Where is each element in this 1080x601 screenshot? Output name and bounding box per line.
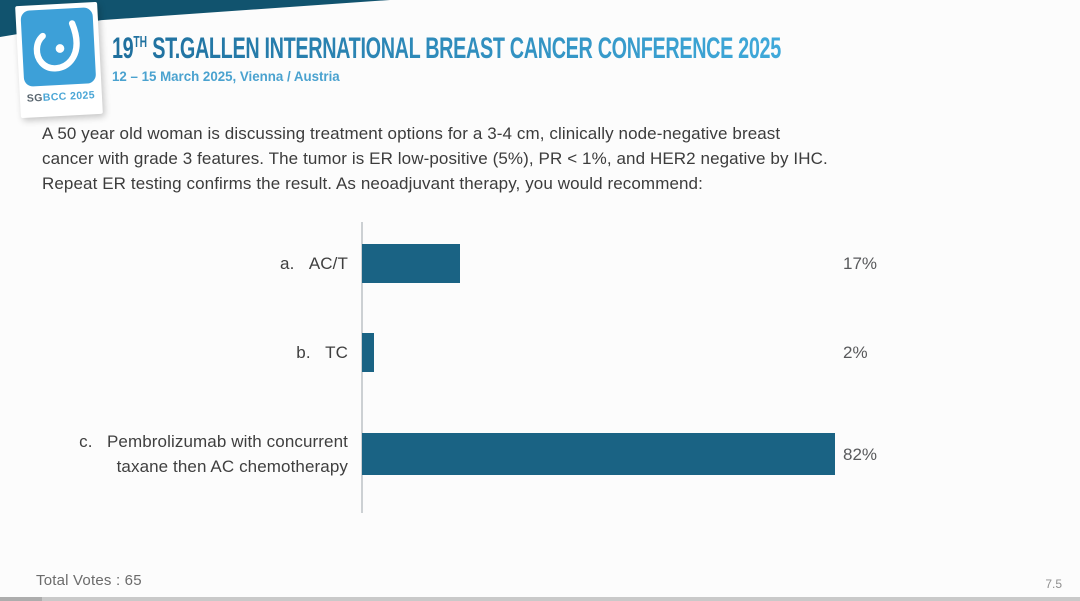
sgbcc-drop-icon [20, 7, 97, 87]
bottom-strip-progress [0, 597, 42, 601]
conference-title: 19TH ST.GALLEN INTERNATIONAL BREAST CANC… [112, 26, 781, 66]
title-number: 19 [112, 32, 134, 65]
percent-label: 17% [843, 254, 878, 273]
option-label-line: c. Pembrolizumab with concurrent [79, 432, 348, 451]
sgbcc-logo-card: SGBCC 2025 [15, 1, 103, 119]
option-label-line: b. TC [296, 343, 348, 362]
option-label: a. AC/T [30, 251, 348, 276]
total-votes-label: Total Votes : 65 [36, 572, 142, 589]
title-text: ST.GALLEN INTERNATIONAL BREAST CANCER CO… [147, 32, 781, 65]
slide-number: 7.5 [1045, 577, 1062, 591]
logo-text-sg: SG [26, 91, 44, 105]
option-label-line: a. AC/T [280, 254, 348, 273]
sgbcc-logo-text: SGBCC 2025 [27, 89, 96, 105]
bottom-strip [0, 597, 1080, 601]
drop-icon [33, 20, 80, 72]
poll-question: A 50 year old woman is discussing treatm… [42, 121, 828, 196]
title-ordinal: TH [133, 34, 148, 51]
result-bar [362, 433, 836, 475]
option-label-line: taxane then AC chemotherapy [116, 457, 348, 476]
header-title-block: 19TH ST.GALLEN INTERNATIONAL BREAST CANC… [112, 26, 1080, 84]
conference-subtitle: 12 – 15 March 2025, Vienna / Austria [112, 68, 340, 84]
option-label: b. TC [30, 340, 348, 365]
result-bar [362, 244, 461, 283]
question-line: A 50 year old woman is discussing treatm… [42, 124, 781, 143]
result-bar [362, 333, 374, 372]
logo-text-bcc: BCC 2025 [42, 89, 96, 104]
question-line: cancer with grade 3 features. The tumor … [42, 149, 828, 168]
percent-label: 82% [843, 444, 878, 464]
question-line: Repeat ER testing confirms the result. A… [42, 174, 703, 193]
option-label: c. Pembrolizumab with concurrent taxane t… [30, 429, 348, 479]
percent-label: 2% [843, 343, 868, 362]
